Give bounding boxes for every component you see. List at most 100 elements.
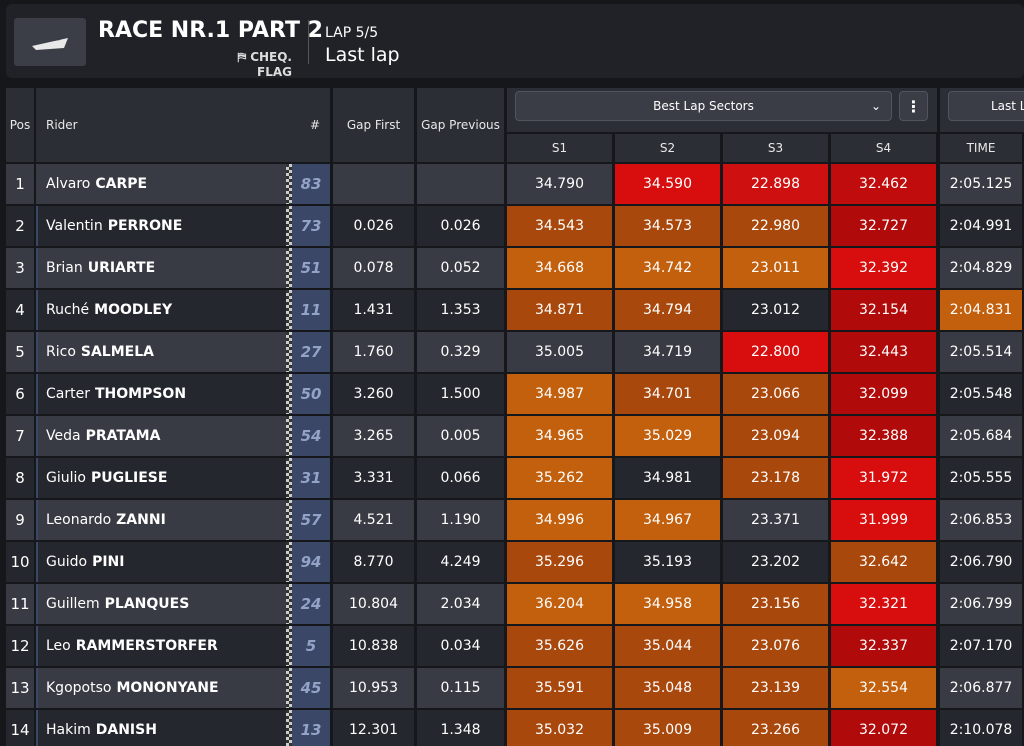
last-name: PUGLIESE (90, 470, 168, 486)
gap-first: 0.026 (333, 206, 414, 246)
flag-status: ⛿ CHEQ. FLAG (237, 50, 292, 79)
sector-time: 34.987 (507, 374, 612, 414)
rider: Hakim DANISH (36, 710, 286, 746)
gap-first (333, 164, 414, 204)
rider: Guido PINI (36, 542, 286, 582)
position: 10 (6, 542, 34, 582)
lap-time: 2:04.831 (940, 290, 1022, 330)
position: 6 (6, 374, 34, 414)
last-name: PRATAMA (85, 428, 161, 444)
checker (286, 458, 292, 498)
position: 9 (6, 500, 34, 540)
col-header: Gap Previous (417, 88, 504, 162)
first-name: Carter (46, 386, 90, 402)
rider-number: 57 (292, 500, 330, 540)
sector-time: 23.178 (723, 458, 828, 498)
sector-time: 35.296 (507, 542, 612, 582)
sector-time: 35.005 (507, 332, 612, 372)
col-header: Gap First (333, 88, 414, 162)
checker (286, 500, 292, 540)
lap-time: 2:04.991 (940, 206, 1022, 246)
lap-count: LAP 5/5 (325, 25, 379, 41)
flag-text: CHEQ. FLAG (250, 50, 292, 79)
checker (286, 626, 292, 666)
rider: Guillem PLANQUES (36, 584, 286, 624)
checker (286, 542, 292, 582)
first-name: Alvaro (46, 176, 91, 192)
lap-time: 2:05.555 (940, 458, 1022, 498)
sector-time: 32.462 (831, 164, 936, 204)
first-name: Guillem (46, 596, 100, 612)
rider-number: 24 (292, 584, 330, 624)
sector-time: 34.794 (615, 290, 720, 330)
sector-time: 32.099 (831, 374, 936, 414)
lap-time: 2:06.877 (940, 668, 1022, 708)
sector-time: 23.202 (723, 542, 828, 582)
lap-status: Last lap (325, 44, 400, 66)
lap-time: 2:05.684 (940, 416, 1022, 456)
sector-time: 35.044 (615, 626, 720, 666)
sector-time: 34.790 (507, 164, 612, 204)
position: 11 (6, 584, 34, 624)
sector-time: 32.321 (831, 584, 936, 624)
chevron: ⌄ (870, 99, 881, 113)
sector-time: 35.032 (507, 710, 612, 746)
menu-button[interactable]: ⋮ (899, 91, 928, 121)
rider-number: 5 (292, 626, 330, 666)
sector-time: 34.871 (507, 290, 612, 330)
dropdown[interactable]: Best Lap Sectors ⌄ (515, 91, 892, 121)
sector-time: 34.543 (507, 206, 612, 246)
sector-time: 23.011 (723, 248, 828, 288)
rider: Giulio PUGLIESE (36, 458, 286, 498)
rider-number: 45 (292, 668, 330, 708)
sector-time: 35.193 (615, 542, 720, 582)
gap-previous (417, 164, 504, 204)
position: 14 (6, 710, 34, 746)
gap-previous: 2.034 (417, 584, 504, 624)
sector-time: 32.392 (831, 248, 936, 288)
rider-number: 27 (292, 332, 330, 372)
sector-time: 32.554 (831, 668, 936, 708)
last-name: SALMELA (80, 344, 154, 360)
checker (286, 332, 292, 372)
position: 7 (6, 416, 34, 456)
rider: Rico SALMELA (36, 332, 286, 372)
rider: Brian URIARTE (36, 248, 286, 288)
last-name: ZANNI (116, 512, 166, 528)
gap-previous: 0.329 (417, 332, 504, 372)
first-name: Guido (46, 554, 88, 570)
rider: Leonardo ZANNI (36, 500, 286, 540)
sector-time: 34.590 (615, 164, 720, 204)
sector-header: S1 (507, 134, 612, 162)
rider: Alvaro CARPE (36, 164, 286, 204)
sector-time: 32.388 (831, 416, 936, 456)
rider-number: 54 (292, 416, 330, 456)
lap-time: 2:06.799 (940, 584, 1022, 624)
sector-header: S3 (723, 134, 828, 162)
dropdown-label: Best Lap Sectors (653, 99, 754, 113)
gap-previous: 0.026 (417, 206, 504, 246)
rider: Carter THOMPSON (36, 374, 286, 414)
checker (286, 710, 292, 746)
lap-time: 2:05.514 (940, 332, 1022, 372)
sector-time: 23.012 (723, 290, 828, 330)
sector-time: 23.139 (723, 668, 828, 708)
checker (286, 668, 292, 708)
sector-time: 35.029 (615, 416, 720, 456)
rider-number: 11 (292, 290, 330, 330)
sector-time: 35.009 (615, 710, 720, 746)
gap-first: 10.953 (333, 668, 414, 708)
sector-time: 23.266 (723, 710, 828, 746)
sector-time: 34.965 (507, 416, 612, 456)
last-name: MONONYANE (116, 680, 219, 696)
gap-previous: 0.066 (417, 458, 504, 498)
sector-time: 34.996 (507, 500, 612, 540)
sector-time: 31.999 (831, 500, 936, 540)
sector-time: 35.626 (507, 626, 612, 666)
last-name: CARPE (95, 176, 148, 192)
last-lap-button[interactable]: Last Lap (948, 91, 1024, 121)
sector-header: S4 (831, 134, 936, 162)
first-name: Giulio (46, 470, 86, 486)
gap-first: 3.260 (333, 374, 414, 414)
